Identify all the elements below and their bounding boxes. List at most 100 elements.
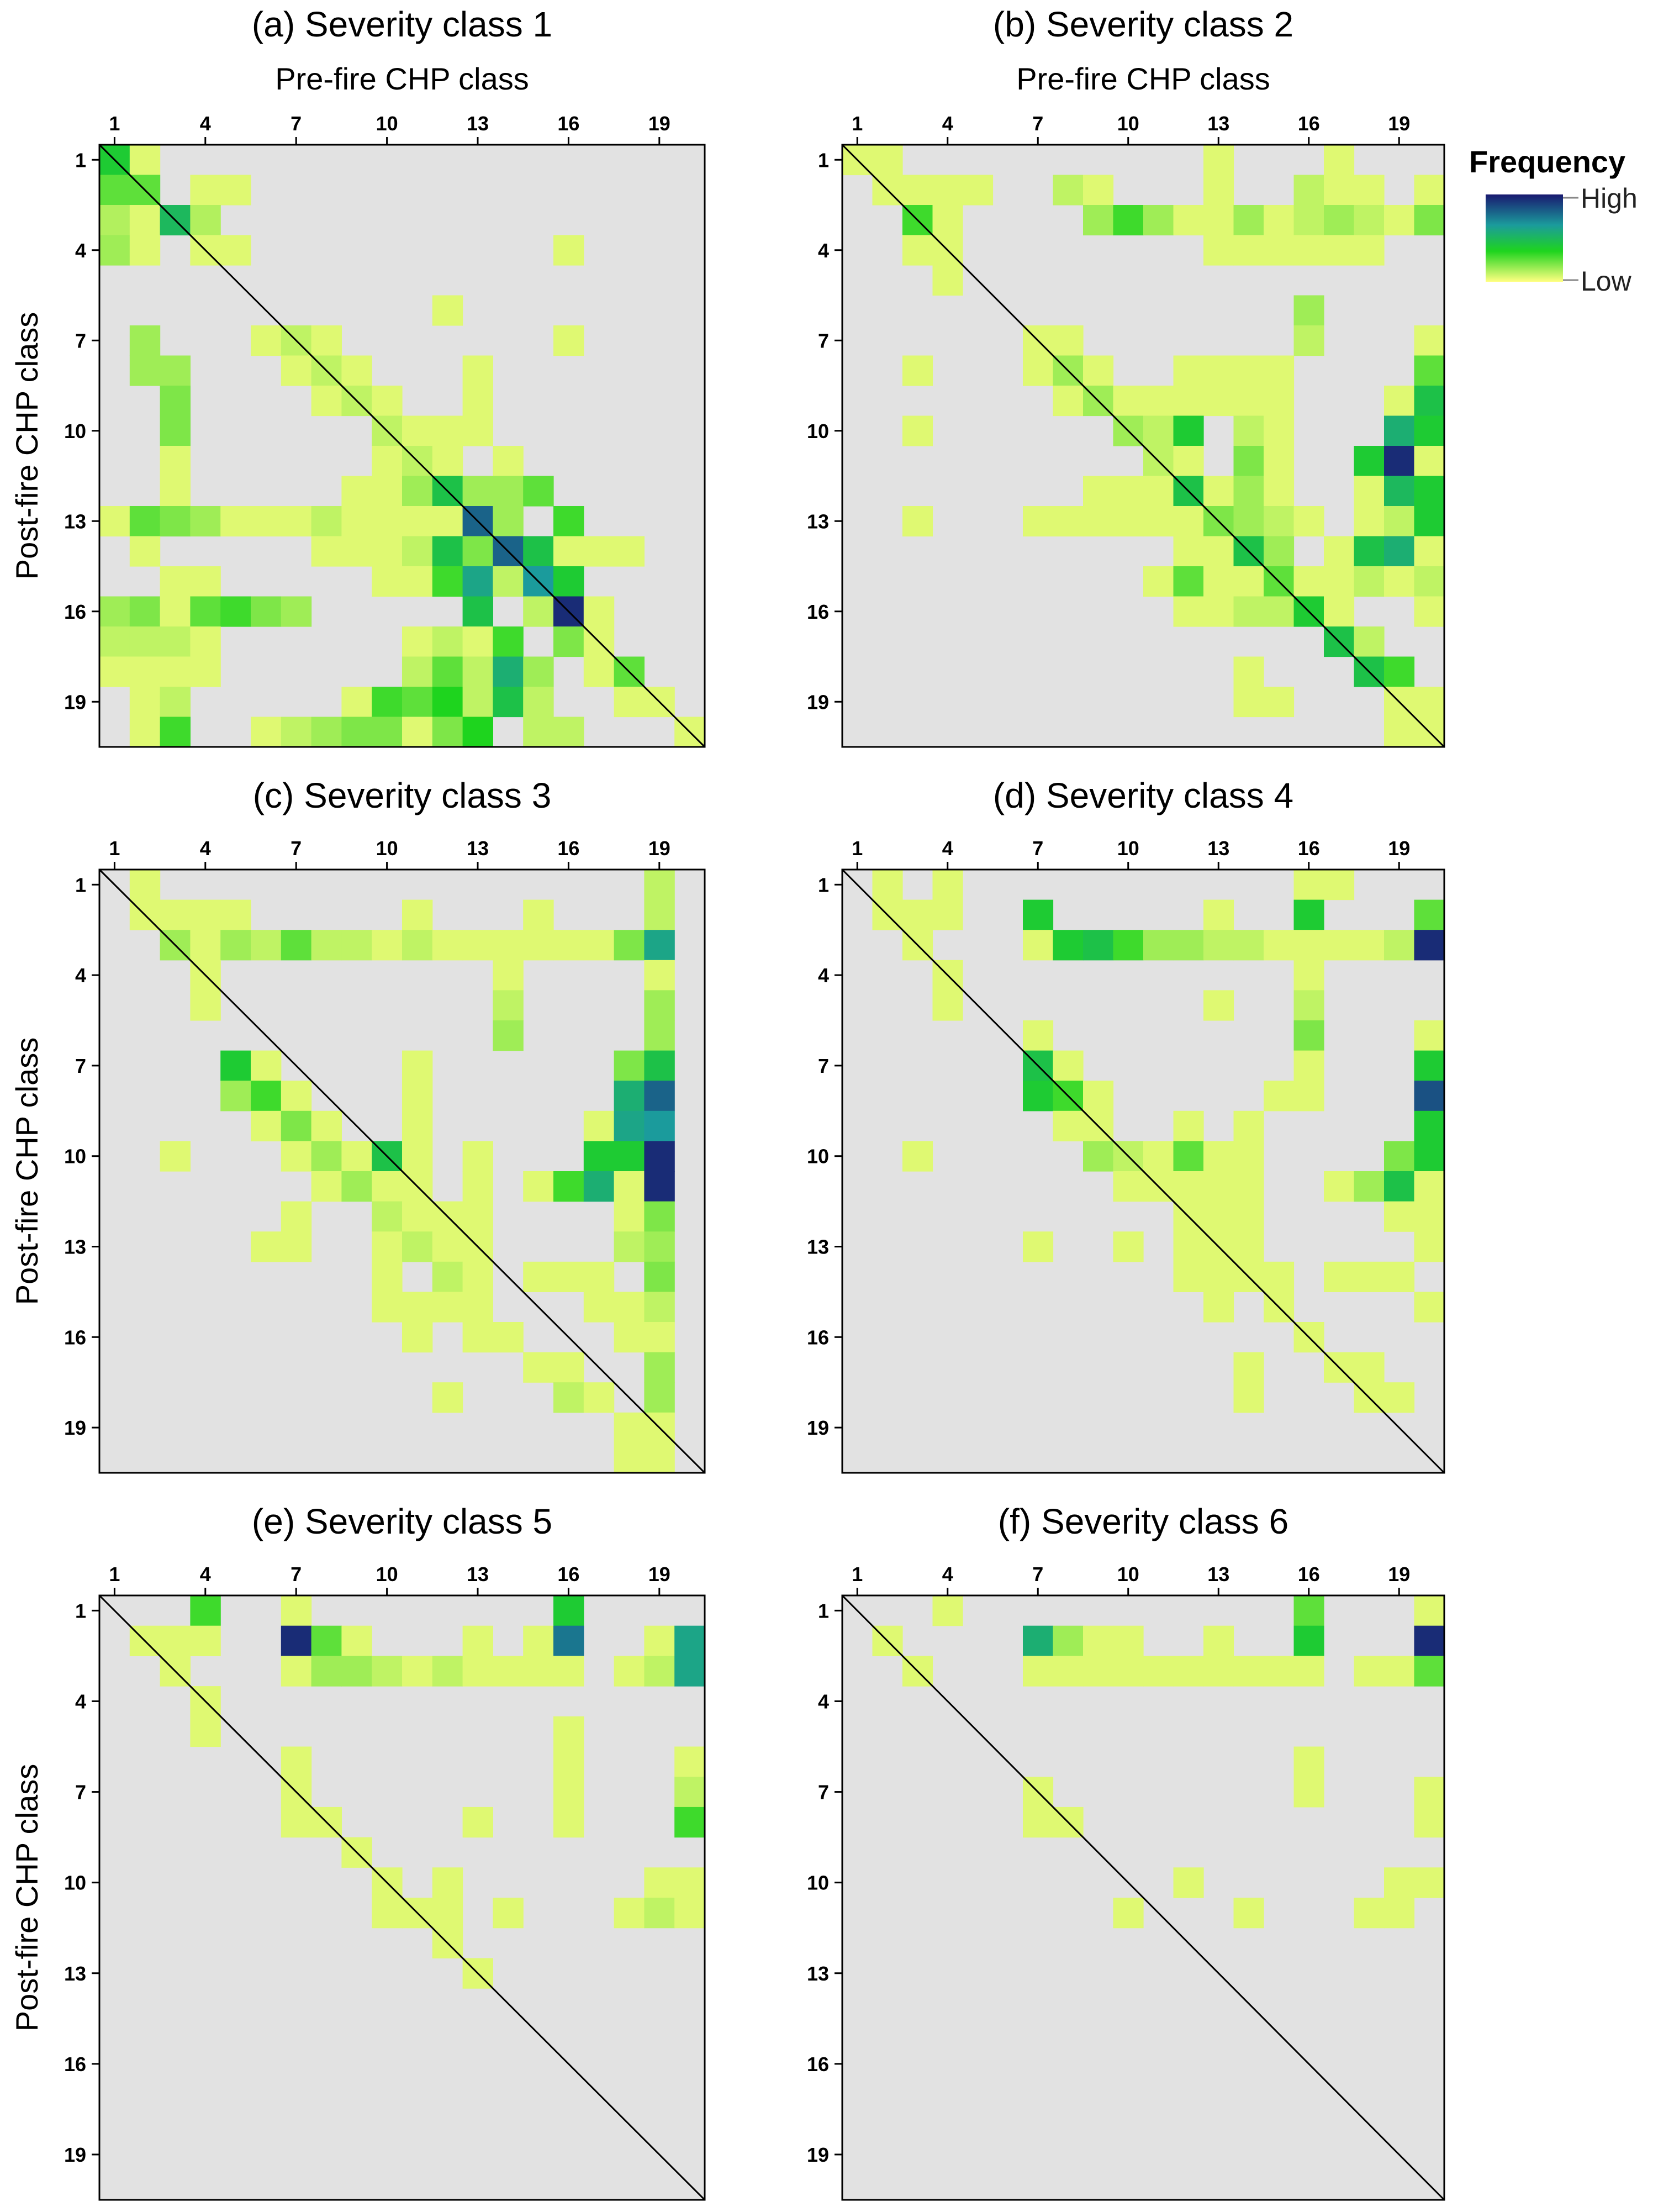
heatmap-cell — [251, 506, 282, 537]
heatmap-cell — [1233, 1382, 1264, 1413]
heatmap-cell — [1023, 1625, 1054, 1656]
y-tick-label: 10 — [807, 1145, 829, 1168]
heatmap-cell — [462, 1171, 493, 1202]
heatmap-cell — [1143, 415, 1174, 446]
y-tick-label: 4 — [75, 1690, 86, 1713]
heatmap-cell — [432, 1898, 463, 1929]
heatmap-cell — [1023, 506, 1054, 537]
x-tick-label: 19 — [1388, 112, 1410, 135]
heatmap-cell — [462, 536, 493, 567]
heatmap-cell — [129, 687, 161, 718]
heatmap-cell — [1264, 386, 1295, 417]
x-tick-label: 16 — [1298, 112, 1320, 135]
heatmap-cell — [1023, 355, 1054, 386]
heatmap-cell — [1203, 1201, 1234, 1232]
heatmap-cell — [1384, 506, 1415, 537]
heatmap-cell — [553, 1716, 584, 1747]
heatmap-cell — [402, 1110, 433, 1141]
heatmap-cell — [281, 506, 312, 537]
heatmap-cell — [614, 1442, 645, 1473]
y-tick-label: 13 — [64, 510, 86, 533]
heatmap-cell — [932, 899, 963, 930]
heatmap-cell — [432, 1656, 463, 1687]
heatmap-cell — [493, 930, 524, 961]
heatmap-cell — [1414, 930, 1445, 961]
heatmap-cell — [1414, 1020, 1445, 1051]
heatmap-cell — [1233, 235, 1264, 266]
x-tick-label: 13 — [467, 112, 489, 135]
heatmap-cell — [1324, 1171, 1355, 1202]
heatmap-cell — [553, 1656, 584, 1687]
x-tick-label: 7 — [1032, 1563, 1043, 1586]
heatmap-cell — [129, 205, 161, 236]
heatmap-cell — [281, 355, 312, 386]
heatmap-cell — [402, 930, 433, 961]
heatmap-cell — [341, 476, 372, 507]
heatmap-panel: 1 4 7 10 13 16 19 1 4 7 10 13 16 19 (a) Severity class… — [9, 4, 706, 748]
plot-frame — [98, 868, 706, 1474]
diagonal-line — [98, 868, 706, 1474]
heatmap-cell — [902, 506, 933, 537]
heatmap-cell — [674, 1867, 705, 1898]
heatmap-cell — [493, 656, 524, 687]
heatmap-cell — [160, 446, 191, 477]
heatmap-cell — [220, 506, 251, 537]
y-tick-label: 1 — [75, 873, 86, 896]
y-tick-label: 19 — [807, 1416, 829, 1439]
heatmap-cell — [1414, 1867, 1445, 1898]
heatmap-cell — [1173, 1171, 1204, 1202]
heatmap-cell — [674, 1746, 705, 1777]
y-axis-title: Post-fire CHP class — [9, 1037, 44, 1305]
x-tick-label: 10 — [1117, 1563, 1139, 1586]
heatmap-cell — [311, 930, 342, 961]
heatmap-cell — [1414, 1201, 1445, 1232]
heatmap-cell — [1173, 1867, 1204, 1898]
heatmap-cell — [1233, 355, 1264, 386]
heatmap-cell — [190, 506, 221, 537]
heatmap-cell — [432, 446, 463, 477]
heatmap-cell — [1384, 1171, 1415, 1202]
heatmap-cell — [281, 1656, 312, 1687]
heatmap-cell — [129, 235, 161, 266]
heatmap-cell — [462, 930, 493, 961]
x-tick-label: 7 — [291, 112, 302, 135]
heatmap-cell — [462, 1625, 493, 1656]
y-tick-label: 19 — [64, 1416, 86, 1439]
heatmap-cell — [1354, 930, 1385, 961]
legend-title: Frequency — [1469, 144, 1625, 179]
heatmap-cell — [932, 265, 963, 296]
heatmap-cell — [311, 506, 342, 537]
x-tick-label: 16 — [557, 112, 579, 135]
heatmap-cell — [1354, 626, 1385, 657]
x-tick-label: 10 — [376, 1563, 398, 1586]
heatmap-cell — [281, 1595, 312, 1626]
y-tick-label: 19 — [807, 691, 829, 713]
heatmap-cell — [432, 566, 463, 597]
heatmap-cell — [553, 1746, 584, 1777]
heatmap-cell — [1324, 235, 1355, 266]
heatmap-cell — [644, 1322, 675, 1353]
heatmap-cell — [493, 626, 524, 657]
heatmap-cell — [1053, 386, 1084, 417]
heatmap-cell — [160, 476, 191, 507]
heatmap-cell — [1233, 1110, 1264, 1141]
heatmap-cell — [1083, 476, 1114, 507]
heatmap-cell — [1173, 930, 1204, 961]
heatmap-cell — [1324, 145, 1355, 176]
heatmap-cell — [1414, 1656, 1445, 1687]
heatmap-cell — [1293, 1625, 1324, 1656]
y-tick-label: 4 — [818, 1690, 829, 1713]
heatmap-cell — [1384, 205, 1415, 236]
heatmap-cell — [1173, 386, 1204, 417]
heatmap-cell — [523, 656, 554, 687]
heatmap-cell — [160, 899, 191, 930]
heatmap-cell — [1414, 386, 1445, 417]
heatmap-cell — [99, 656, 130, 687]
heatmap-cell — [1233, 566, 1264, 597]
heatmap-cell — [644, 1081, 675, 1112]
plot-frame — [98, 1594, 706, 2201]
heatmap-cell — [583, 1141, 615, 1172]
heatmap-cell — [1293, 1050, 1324, 1081]
heatmap-cell — [902, 355, 933, 386]
panels-group: 1 4 7 10 13 16 19 1 4 7 10 13 16 19 (a) Severity class… — [9, 4, 1445, 2201]
